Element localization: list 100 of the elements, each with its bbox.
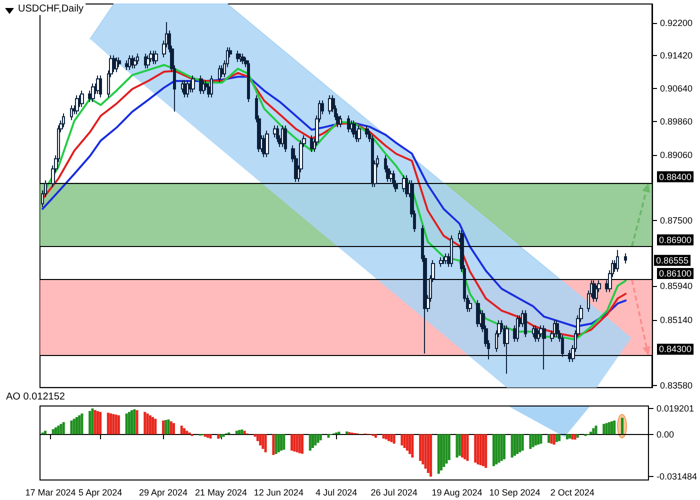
candlestick — [236, 50, 240, 63]
candlestick — [405, 174, 408, 198]
x-tick-label: 21 May 2024 — [194, 488, 247, 498]
bar — [456, 434, 458, 458]
bar — [548, 434, 550, 443]
y-tick-label: 0.89060 — [660, 150, 693, 160]
ref-line-label: 0.88400 — [659, 172, 692, 182]
candlestick — [347, 114, 350, 133]
bar — [576, 434, 579, 438]
bar — [482, 434, 484, 466]
bar — [558, 434, 561, 442]
bar — [293, 434, 296, 452]
x-tick-label: 12 Jun 2024 — [254, 488, 304, 498]
bar — [154, 418, 157, 434]
bar — [327, 434, 330, 438]
candlestick — [70, 104, 73, 121]
bar — [590, 432, 592, 434]
bar — [484, 434, 488, 468]
bar — [80, 414, 84, 434]
bar — [72, 418, 76, 434]
bar — [430, 434, 432, 477]
x-tick-label: 19 Aug 2024 — [432, 488, 482, 498]
bar — [133, 409, 136, 434]
bar — [78, 415, 81, 434]
x-tick-label: 4 Jul 2024 — [316, 488, 358, 498]
candlestick — [537, 330, 540, 342]
bar — [57, 426, 60, 434]
candlestick — [112, 54, 116, 73]
bar — [602, 424, 606, 434]
x-tick-label: 10 Sep 2024 — [489, 488, 540, 498]
bar — [388, 434, 390, 442]
bar — [167, 419, 170, 434]
bar — [411, 434, 414, 458]
bar — [610, 421, 613, 434]
bar — [183, 428, 186, 434]
bar — [130, 410, 134, 434]
bar — [235, 430, 238, 434]
bar — [256, 434, 259, 442]
candlestick — [191, 75, 195, 93]
candlestick — [75, 94, 79, 115]
bar — [259, 434, 262, 446]
y-tick-label: 0.91420 — [660, 50, 693, 61]
bar — [125, 414, 128, 434]
bar — [70, 420, 73, 434]
bar — [298, 434, 301, 454]
bar — [374, 434, 377, 438]
x-tick-label: 26 Jul 2024 — [370, 488, 418, 498]
bar — [529, 434, 532, 449]
bar — [566, 434, 568, 440]
bar — [106, 412, 110, 434]
candlestick — [273, 125, 277, 138]
bar — [605, 423, 608, 434]
bar — [144, 412, 146, 434]
bar — [346, 431, 348, 434]
ref-line-label: 0.84300 — [659, 344, 692, 354]
candlestick — [476, 300, 480, 328]
candlestick — [516, 314, 519, 342]
y-tick-label: 0.85940 — [660, 281, 693, 292]
bar — [392, 434, 396, 444]
candlestick — [339, 114, 342, 128]
ref-line-label: 0.86100 — [659, 268, 692, 279]
candlestick — [265, 130, 269, 158]
bar — [406, 434, 408, 451]
bar — [437, 434, 440, 474]
candlestick — [80, 90, 84, 108]
bar — [128, 412, 130, 434]
bar — [448, 434, 450, 460]
bar — [206, 434, 210, 438]
bar — [540, 434, 542, 444]
bar — [513, 434, 516, 456]
candlestick — [239, 53, 242, 63]
candlestick — [247, 60, 250, 103]
bar — [290, 434, 294, 451]
bar — [534, 434, 537, 446]
y-tick-label: 0.019201 — [656, 403, 694, 414]
bar — [254, 434, 256, 437]
candlestick — [146, 54, 150, 69]
bar — [209, 434, 212, 439]
bar — [479, 434, 482, 466]
y-tick-label: -0.031484 — [656, 472, 698, 482]
candlestick — [616, 250, 619, 272]
bar — [419, 434, 422, 461]
bar — [594, 426, 598, 434]
candlestick — [210, 75, 213, 98]
candlestick — [284, 125, 287, 153]
bar — [240, 430, 244, 434]
bar — [54, 427, 57, 434]
candlestick — [117, 56, 121, 68]
x-tick-label: 5 Apr 2024 — [78, 488, 122, 498]
bar — [537, 434, 540, 445]
candlestick — [505, 324, 509, 374]
bar — [99, 412, 102, 434]
bar — [170, 421, 172, 434]
bar — [301, 434, 304, 454]
bar — [384, 434, 388, 440]
bar — [136, 410, 138, 434]
candlestick — [136, 53, 139, 65]
y-tick-label: 0.85140 — [660, 314, 693, 325]
candlestick — [442, 256, 445, 264]
bar — [555, 434, 558, 442]
